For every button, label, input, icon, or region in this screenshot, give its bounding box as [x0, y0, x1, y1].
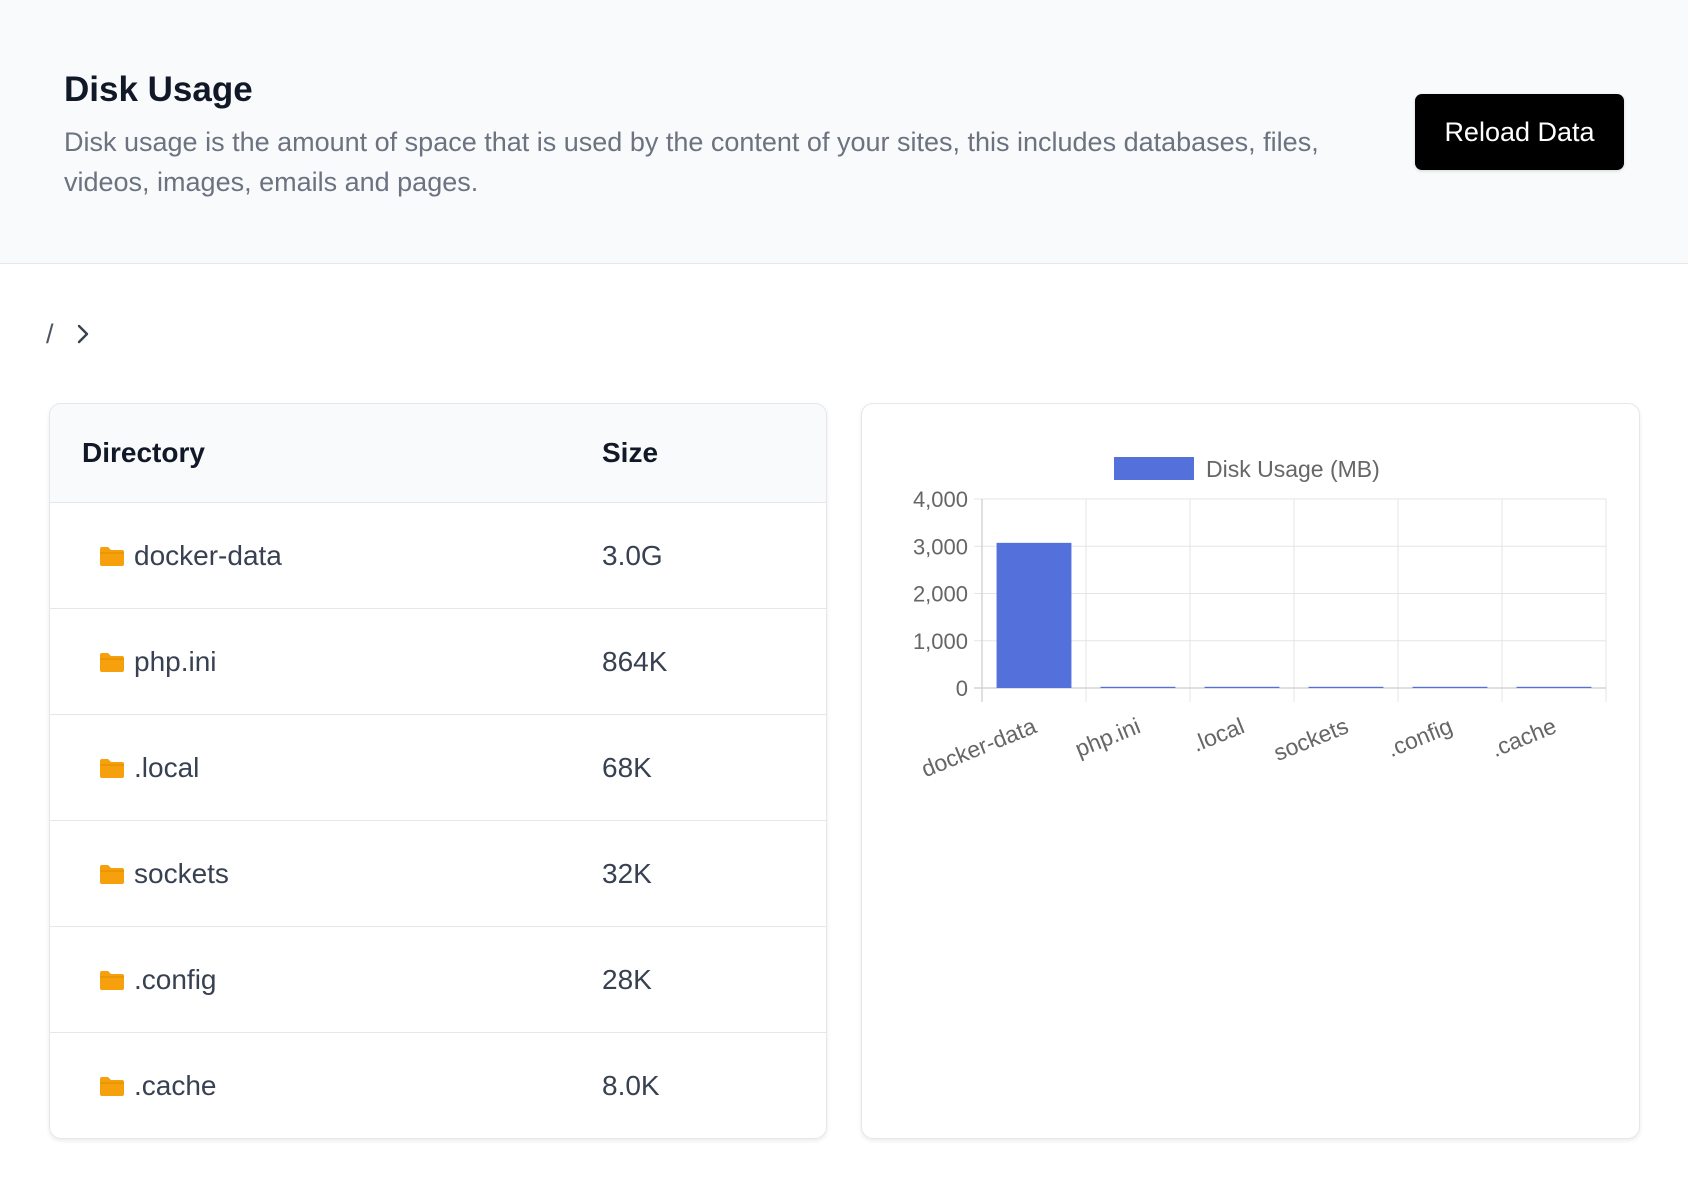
- directory-link[interactable]: php.ini: [98, 646, 602, 678]
- size-value: 28K: [602, 963, 652, 995]
- bar: [1412, 686, 1488, 688]
- table-row[interactable]: .local 68K: [50, 714, 826, 821]
- bar: [1516, 686, 1592, 688]
- size-value: 3.0G: [602, 539, 663, 571]
- directory-link[interactable]: .cache: [98, 1070, 602, 1102]
- folder-icon: [98, 862, 126, 886]
- disk-usage-chart-card: 0 1,000 2,000 3,000 4,000 docker-data php.ini.…: [861, 403, 1640, 1139]
- size-value: 68K: [602, 751, 652, 783]
- y-tick-label: 3,000: [913, 534, 968, 559]
- size-cell: 28K: [602, 926, 826, 1033]
- breadcrumb: /: [46, 316, 92, 352]
- x-tick-label: docker-data: [918, 712, 1041, 782]
- directory-link[interactable]: sockets: [98, 858, 602, 890]
- folder-icon: [98, 756, 126, 780]
- table-row[interactable]: sockets 32K: [50, 820, 826, 927]
- table-body: docker-data 3.0G php.ini 864K .local 68K socke…: [50, 502, 826, 1139]
- directory-cell: php.ini: [50, 608, 602, 715]
- size-cell: 8.0K: [602, 1033, 826, 1139]
- legend-swatch: [1114, 457, 1194, 480]
- directory-link[interactable]: docker-data: [98, 540, 602, 572]
- directory-cell: .local: [50, 714, 602, 821]
- disk-usage-chart: 0 1,000 2,000 3,000 4,000 docker-data php.ini.…: [913, 456, 1607, 782]
- size-cell: 68K: [602, 714, 826, 821]
- directory-cell: .config: [50, 926, 602, 1033]
- size-cell: 32K: [602, 820, 826, 927]
- table-row[interactable]: .cache 8.0K: [50, 1033, 826, 1139]
- folder-icon: [98, 650, 126, 674]
- directory-name: php.ini: [134, 645, 217, 677]
- page-title: Disk Usage: [64, 70, 253, 109]
- directory-name: sockets: [134, 857, 229, 889]
- column-header-size: Size: [602, 404, 826, 503]
- directory-name: .config: [134, 963, 217, 995]
- legend-label: Disk Usage (MB): [1206, 456, 1380, 482]
- bar: [1100, 686, 1176, 688]
- directory-cell: docker-data: [50, 502, 602, 609]
- page-header: Disk Usage Disk usage is the amount of s…: [0, 0, 1688, 264]
- y-tick-label: 1,000: [913, 629, 968, 654]
- x-tick-label: php.ini: [1071, 713, 1144, 762]
- bar: [1204, 686, 1280, 688]
- column-header-directory: Directory: [50, 404, 602, 503]
- y-tick-label: 0: [956, 676, 968, 701]
- chevron-right-icon[interactable]: [74, 322, 92, 346]
- x-tick-label: sockets: [1270, 713, 1352, 766]
- table-row[interactable]: php.ini 864K: [50, 608, 826, 715]
- directory-link[interactable]: .local: [98, 752, 602, 784]
- folder-icon: [98, 544, 126, 568]
- x-tick-label: .config: [1383, 713, 1456, 762]
- x-tick-label: .local: [1188, 713, 1248, 757]
- y-tick-label: 4,000: [913, 487, 968, 512]
- folder-icon: [98, 1074, 126, 1098]
- size-value: 8.0K: [602, 1069, 660, 1101]
- x-tick-label: .cache: [1487, 713, 1560, 762]
- table-row[interactable]: docker-data 3.0G: [50, 502, 826, 609]
- page-description: Disk usage is the amount of space that i…: [64, 127, 1319, 197]
- size-cell: 3.0G: [602, 502, 826, 609]
- breadcrumb-root[interactable]: /: [46, 318, 54, 349]
- bar: [1308, 686, 1384, 688]
- bar: [996, 542, 1072, 688]
- directory-cell: .cache: [50, 1033, 602, 1139]
- size-cell: 864K: [602, 608, 826, 715]
- directory-name: .cache: [134, 1069, 217, 1101]
- reload-data-button[interactable]: Reload Data: [1415, 94, 1624, 170]
- size-value: 864K: [602, 645, 668, 677]
- directory-table: Directory Size docker-data 3.0G php.ini 864…: [50, 404, 826, 1138]
- directory-name: docker-data: [134, 539, 282, 571]
- table-header-row: Directory Size: [50, 404, 826, 503]
- directory-name: .local: [134, 751, 200, 783]
- directory-link[interactable]: .config: [98, 964, 602, 996]
- table-row[interactable]: .config 28K: [50, 926, 826, 1033]
- directory-cell: sockets: [50, 820, 602, 927]
- size-value: 32K: [602, 857, 652, 889]
- directory-table-card: Directory Size docker-data 3.0G php.ini 864…: [49, 403, 827, 1139]
- folder-icon: [98, 968, 126, 992]
- y-tick-label: 2,000: [913, 582, 968, 607]
